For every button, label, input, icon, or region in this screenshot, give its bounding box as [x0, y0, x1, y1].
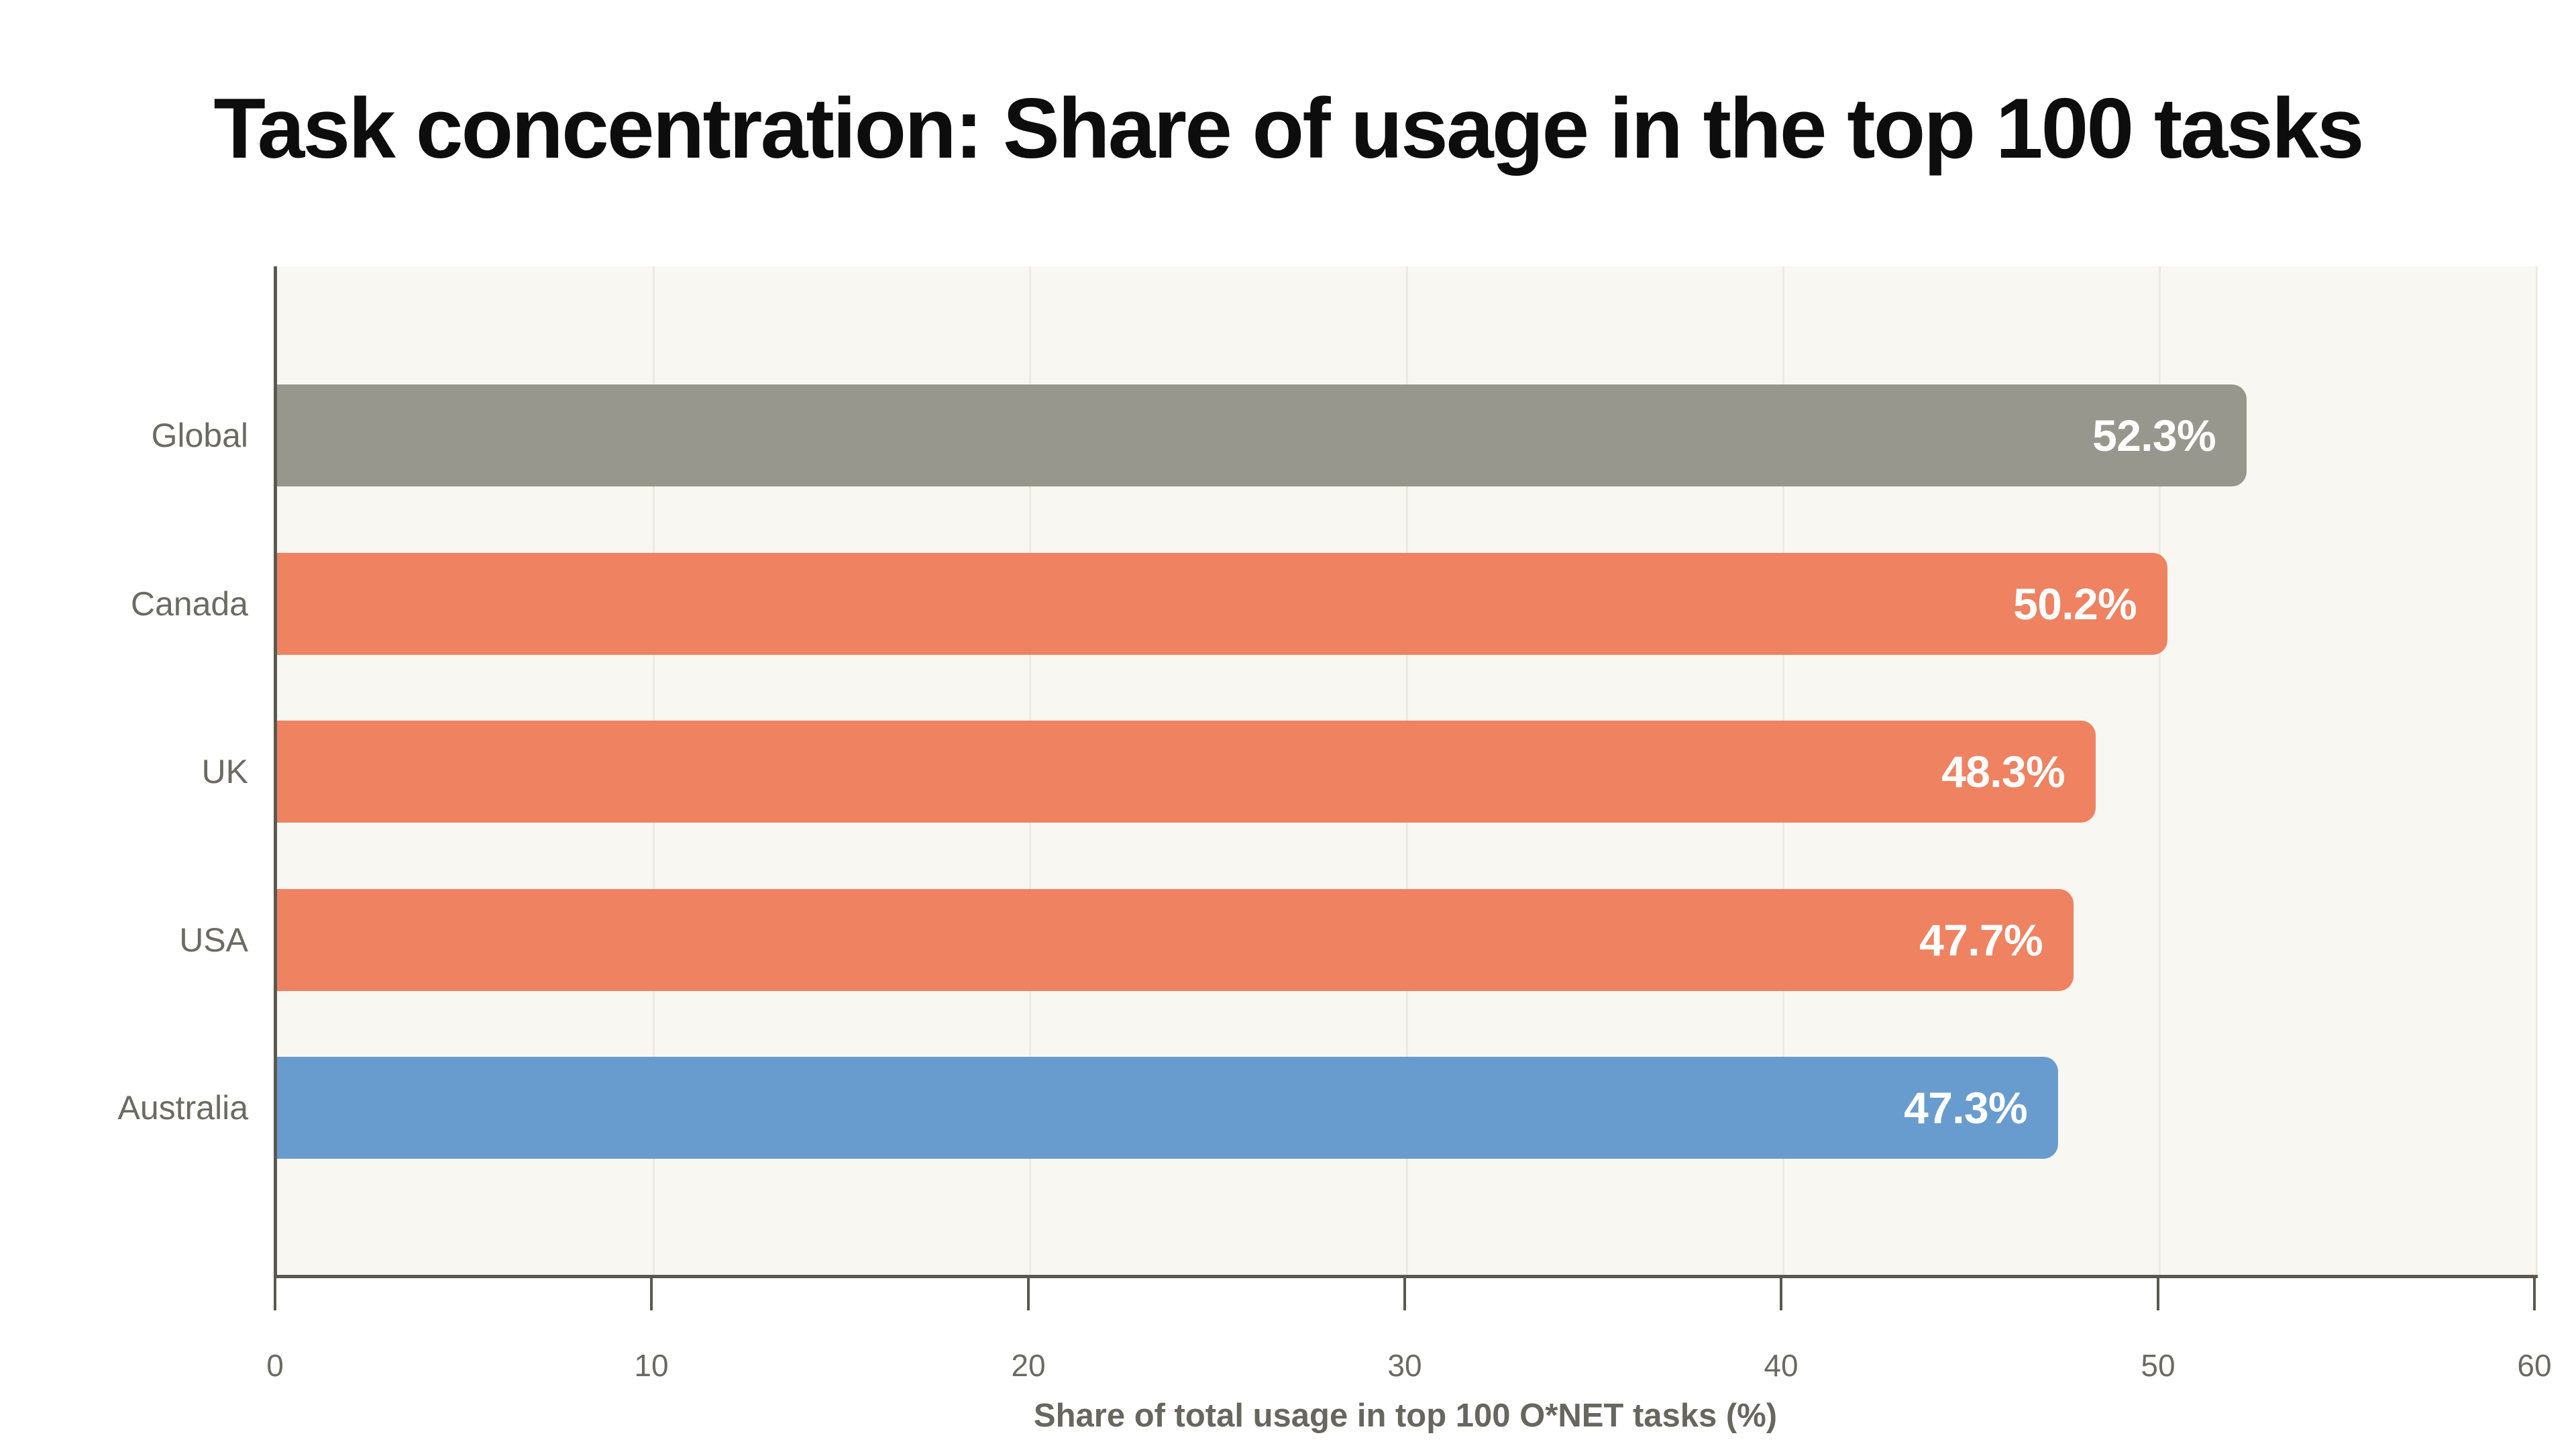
bar-global: 52.3% [277, 384, 2247, 486]
gridline-60 [2536, 266, 2538, 1275]
x-tick-50 [2157, 1278, 2159, 1310]
x-tick-label-50: 50 [2141, 1348, 2176, 1383]
bar-value-label-usa: 47.7% [1919, 915, 2043, 965]
bar-value-label-global: 52.3% [2092, 411, 2216, 460]
bar-australia: 47.3% [277, 1057, 2058, 1159]
x-tick-30 [1403, 1278, 1406, 1310]
x-tick-label-30: 30 [1387, 1348, 1422, 1383]
bar-uk: 48.3% [277, 721, 2096, 823]
bar-usa: 47.7% [277, 889, 2074, 991]
x-tick-10 [650, 1278, 653, 1310]
x-axis-title: Share of total usage in top 100 O*NET ta… [1033, 1398, 1778, 1434]
bar-value-label-australia: 47.3% [1904, 1083, 2028, 1133]
bar-value-label-canada: 50.2% [2013, 579, 2137, 629]
x-tick-40 [1780, 1278, 1782, 1310]
y-axis-line [274, 266, 277, 1278]
x-tick-label-40: 40 [1764, 1348, 1799, 1383]
gridline-50 [2159, 266, 2161, 1275]
bar-value-label-uk: 48.3% [1941, 747, 2065, 796]
category-label-usa: USA [179, 921, 248, 959]
x-tick-60 [2533, 1278, 2536, 1310]
x-tick-label-60: 60 [2517, 1348, 2552, 1383]
category-label-australia: Australia [117, 1089, 248, 1127]
category-label-canada: Canada [130, 585, 248, 623]
x-tick-label-10: 10 [634, 1348, 669, 1383]
chart-title: Task concentration: Share of usage in th… [213, 81, 2364, 176]
x-axis-line [274, 1275, 2538, 1278]
x-tick-0 [274, 1278, 276, 1310]
x-tick-20 [1027, 1278, 1030, 1310]
category-label-uk: UK [201, 753, 248, 790]
x-tick-label-20: 20 [1011, 1348, 1046, 1383]
category-label-global: Global [151, 417, 248, 454]
x-tick-label-0: 0 [266, 1348, 284, 1383]
bar-canada: 50.2% [277, 553, 2167, 655]
